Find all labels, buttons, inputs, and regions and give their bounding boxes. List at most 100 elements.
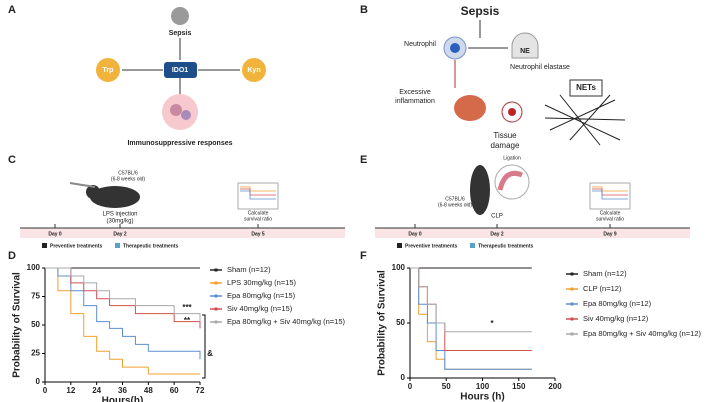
label: Day 0: [408, 231, 422, 237]
ne-icon: [511, 32, 539, 59]
legend-marker: [570, 287, 574, 291]
y-tick-label: 0: [36, 377, 41, 386]
annotation: **: [184, 316, 191, 325]
legend-label: CLP (n=12): [583, 284, 622, 293]
label: NETs: [576, 83, 596, 92]
legend-label: Epa 80mg/kg (n=15): [227, 291, 296, 300]
label: survival ratio: [244, 216, 272, 222]
legend-label: Epa 80mg/kg + Siv 40mg/kg (n=12): [583, 329, 701, 338]
label: (6-8 weeks old): [111, 176, 146, 182]
label: CLP: [491, 214, 503, 220]
label: Day 9: [603, 231, 617, 237]
legend-label: Sham (n=12): [583, 269, 627, 278]
y-tick-label: 100: [27, 263, 41, 272]
label: Neutrophil elastase: [510, 64, 570, 71]
legend-marker: [570, 332, 574, 336]
x-tick-label: 0: [43, 386, 48, 395]
y-tick-label: 25: [31, 349, 40, 358]
y-tick-label: 50: [31, 320, 40, 329]
syringe: [69, 182, 96, 188]
timeline-band: [20, 228, 345, 238]
label: Therapeutic treatments: [478, 243, 534, 249]
legend-label: Siv 40mg/kg (n=15): [227, 304, 293, 313]
annotation: ***: [182, 303, 192, 312]
legend-label: LPS 30mg/kg (n=15): [227, 278, 297, 287]
legend-marker: [570, 302, 574, 306]
legend-marker: [570, 317, 574, 321]
y-tick-label: 100: [392, 263, 406, 272]
label: Ligation: [503, 155, 521, 161]
label: Kyn: [247, 67, 260, 74]
annotation: &: [207, 349, 213, 358]
label: NE: [520, 48, 530, 55]
legend-label: Sham (n=12): [227, 265, 271, 274]
x-tick-label: 48: [144, 386, 153, 395]
label: Preventive treatments: [405, 243, 457, 249]
panel-letter: E: [360, 154, 367, 166]
x-tick-label: 24: [92, 386, 101, 395]
intestine: [497, 170, 523, 191]
x-tick-label: 150: [512, 382, 526, 391]
virus-icon: [171, 7, 189, 25]
legend-icon: [397, 243, 402, 248]
x-tick-label: 100: [476, 382, 490, 391]
panel-letter: D: [8, 250, 16, 262]
node: [164, 62, 197, 78]
y-tick-label: 75: [31, 292, 40, 301]
nets: [544, 94, 626, 146]
label: Day 2: [113, 231, 127, 237]
cell: [170, 104, 182, 116]
legend-icon: [42, 243, 47, 248]
label: LPS injection: [102, 212, 137, 218]
survival-line: [410, 267, 532, 370]
label: inflammation: [395, 98, 435, 105]
label: C57BL/6: [445, 196, 465, 202]
label: IDO1: [172, 67, 188, 74]
label: Preventive treatments: [50, 243, 102, 249]
label: survival ratio: [596, 216, 624, 222]
label: Sepsis: [169, 30, 192, 37]
x-axis-label: Hours(h): [102, 396, 144, 402]
survival-line: [410, 267, 532, 370]
legend-marker: [214, 268, 218, 272]
nucleus: [450, 43, 460, 53]
node: [96, 58, 120, 82]
label: Calculate: [600, 210, 621, 216]
x-axis-label: Hours (h): [460, 392, 504, 402]
node: [242, 58, 266, 82]
legend-marker: [214, 294, 218, 298]
legend-marker: [570, 272, 574, 276]
mouse: [470, 165, 490, 215]
x-tick-label: 60: [170, 386, 179, 395]
y-axis-label: Probability of Survival: [377, 270, 388, 376]
label: Immunosuppressive responses: [127, 140, 232, 147]
mini-line: [240, 190, 276, 200]
legend-label: Siv 40mg/kg (n=12): [583, 314, 649, 323]
panel-letter: C: [8, 154, 16, 166]
x-tick-label: 0: [408, 382, 413, 391]
mouse-head: [86, 185, 100, 199]
cell: [181, 110, 191, 120]
legend-label: Epa 80mg/kg (n=12): [583, 299, 652, 308]
label: damage: [491, 141, 520, 150]
label: Day 5: [251, 231, 265, 237]
mouse: [90, 186, 140, 208]
lesion: [508, 108, 516, 116]
x-tick-label: 36: [118, 386, 127, 395]
label: Neutrophil: [404, 41, 436, 48]
label: Therapeutic treatments: [123, 243, 179, 249]
legend-marker: [214, 320, 218, 324]
label: Day 2: [490, 231, 504, 237]
kidney: [454, 95, 486, 121]
legend-marker: [214, 281, 218, 285]
x-tick-label: 50: [442, 382, 451, 391]
label: Calculate: [248, 210, 269, 216]
legend-label: Epa 80mg/kg + Siv 40mg/kg (n=15): [227, 317, 345, 326]
nets-box: [569, 79, 603, 97]
survival-line: [410, 267, 532, 333]
survival-line: [45, 267, 201, 322]
legend-icon: [470, 243, 475, 248]
survival-line: [410, 267, 532, 351]
